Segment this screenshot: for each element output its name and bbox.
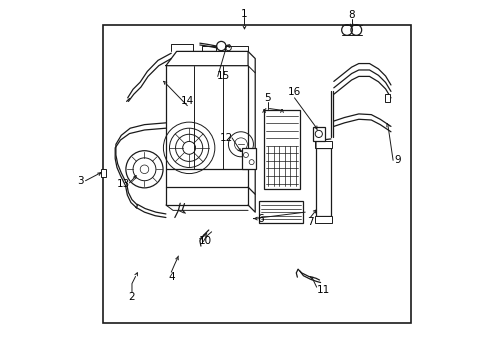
Text: 5: 5 <box>264 93 270 103</box>
Bar <box>314 216 332 223</box>
Bar <box>384 94 389 102</box>
Text: 3: 3 <box>77 176 83 186</box>
Bar <box>315 148 330 216</box>
Text: 11: 11 <box>316 285 329 295</box>
Bar <box>241 148 255 169</box>
Text: 12: 12 <box>220 133 233 143</box>
Text: 9: 9 <box>394 156 401 165</box>
Bar <box>312 127 324 141</box>
Bar <box>101 168 106 177</box>
Text: 6: 6 <box>257 213 264 224</box>
Bar <box>103 24 410 323</box>
Text: 15: 15 <box>216 71 229 81</box>
Bar <box>314 141 332 148</box>
Text: 16: 16 <box>287 87 301 98</box>
Text: 13: 13 <box>117 179 130 189</box>
Text: 14: 14 <box>181 96 194 107</box>
Text: 2: 2 <box>128 292 135 302</box>
Text: 1: 1 <box>241 9 247 19</box>
Text: 10: 10 <box>198 237 211 247</box>
Text: 4: 4 <box>167 272 174 282</box>
Text: 8: 8 <box>347 10 354 20</box>
Bar <box>258 202 303 223</box>
Bar <box>264 111 299 189</box>
Text: 7: 7 <box>306 217 313 227</box>
